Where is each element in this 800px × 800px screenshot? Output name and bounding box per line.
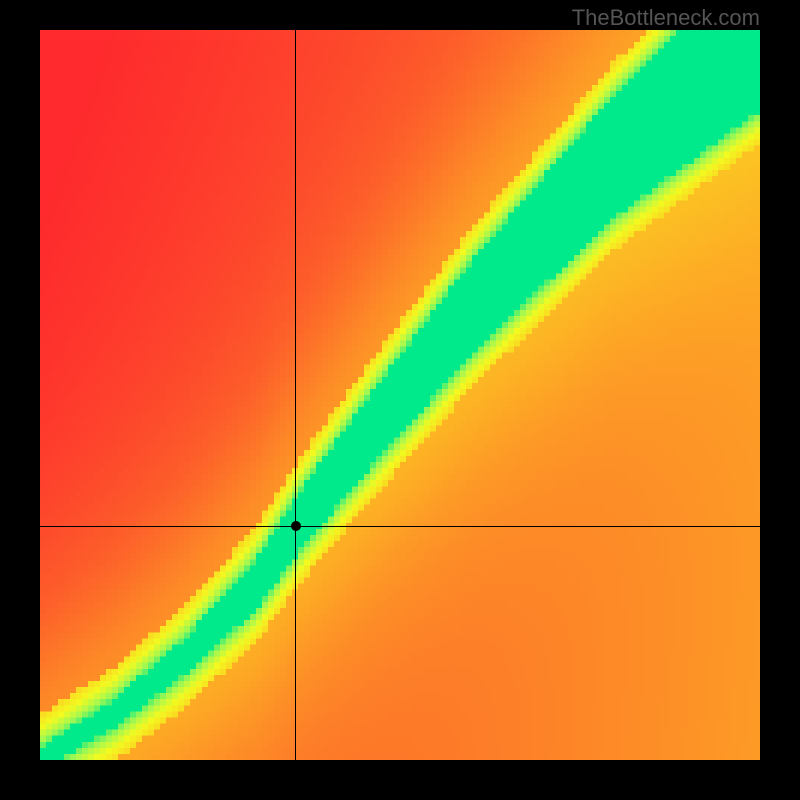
chart-container: TheBottleneck.com [0,0,800,800]
crosshair-marker [291,521,301,531]
watermark-text: TheBottleneck.com [572,5,760,31]
crosshair-horizontal [40,526,760,527]
crosshair-vertical [295,30,296,760]
bottleneck-heatmap [40,30,760,760]
